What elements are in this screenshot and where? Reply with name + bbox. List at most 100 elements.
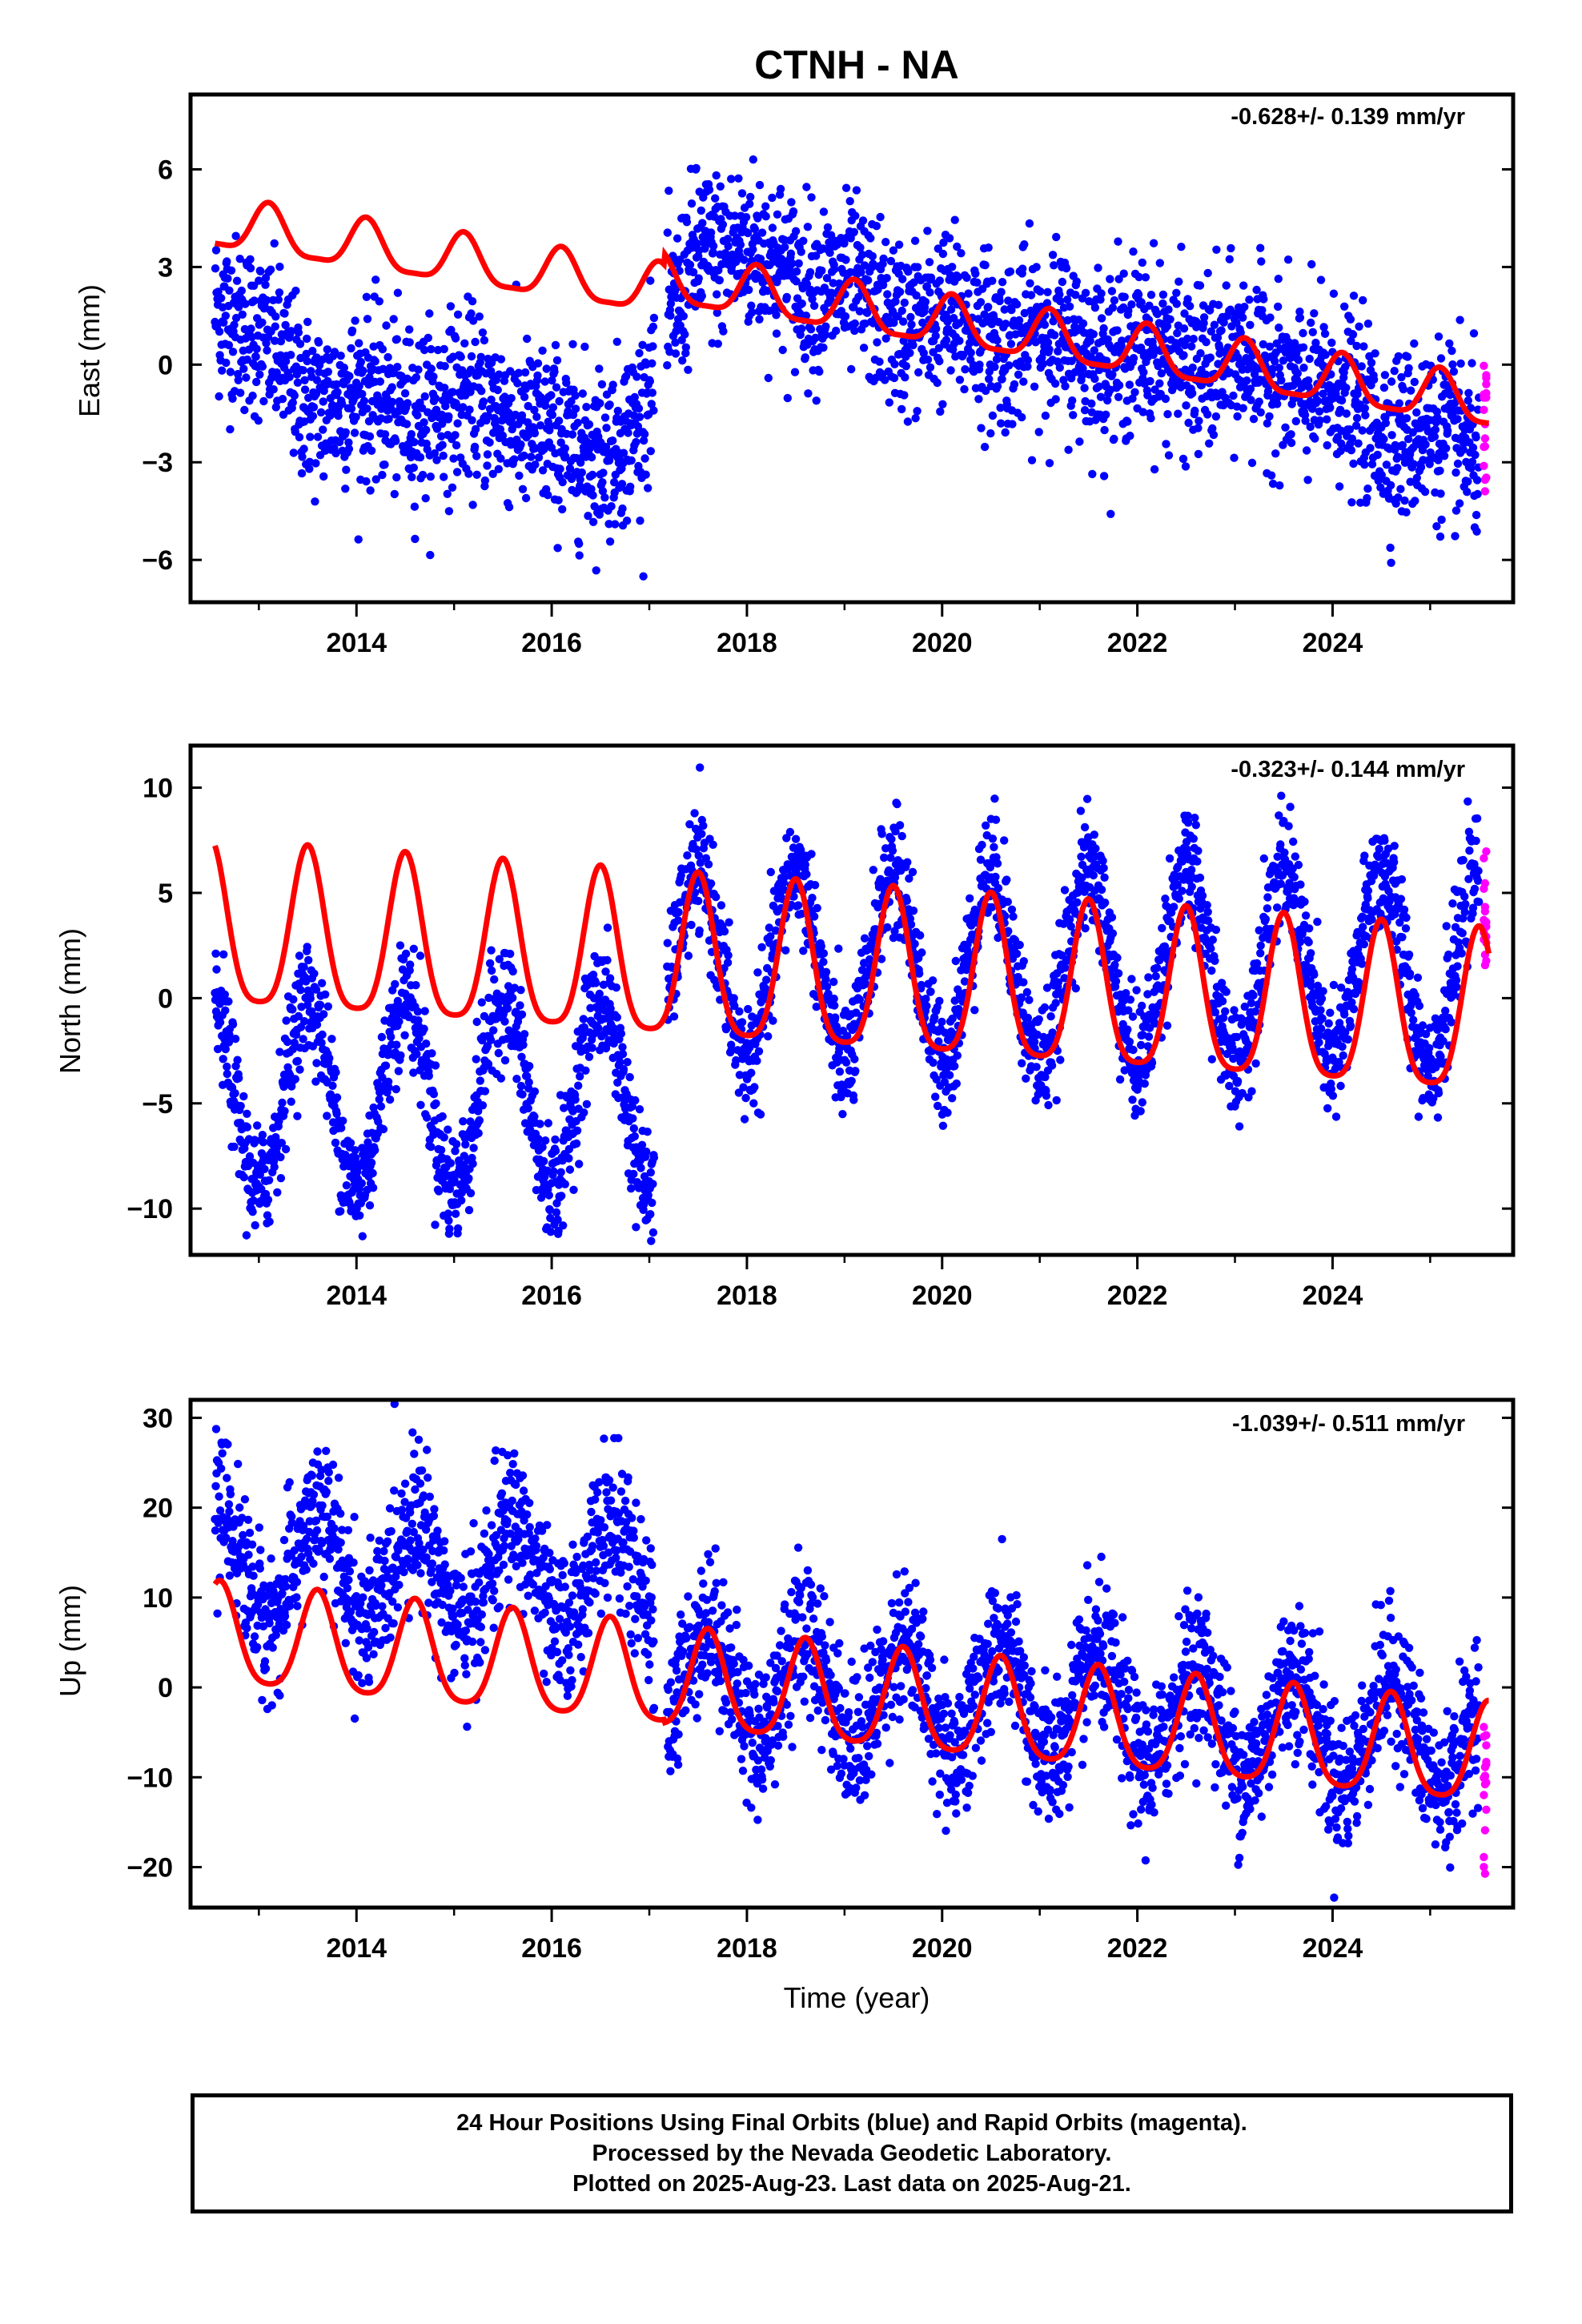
final-orbit-point [761, 212, 770, 221]
final-orbit-point [694, 274, 703, 283]
final-orbit-point [1403, 435, 1413, 444]
final-orbit-point [1193, 318, 1202, 328]
final-orbit-point [466, 365, 476, 374]
final-orbit-point [474, 1107, 483, 1116]
final-orbit-point [821, 322, 830, 331]
final-orbit-point [273, 1188, 282, 1197]
final-orbit-point [1468, 359, 1476, 368]
final-orbit-point [776, 184, 785, 194]
final-orbit-point [830, 1001, 839, 1010]
final-orbit-point [520, 451, 528, 460]
final-orbit-point [971, 269, 980, 278]
final-orbit-point [684, 951, 693, 960]
final-orbit-point [276, 1174, 286, 1183]
final-orbit-point [696, 763, 705, 772]
final-orbit-point [997, 287, 1006, 296]
final-orbit-point [308, 412, 318, 420]
final-orbit-point [646, 276, 655, 285]
final-orbit-point [281, 320, 290, 330]
final-orbit-point [409, 1068, 418, 1077]
final-orbit-point [362, 292, 371, 301]
final-orbit-point [976, 855, 986, 864]
final-orbit-point [1311, 338, 1320, 348]
final-orbit-point [441, 401, 450, 411]
final-orbit-point [1130, 388, 1139, 396]
final-orbit-point [666, 312, 675, 320]
final-orbit-point [1010, 380, 1019, 389]
final-orbit-point [571, 391, 580, 400]
final-orbit-point [880, 853, 889, 862]
final-orbit-point [926, 363, 935, 372]
final-orbit-point [605, 400, 614, 409]
final-orbit-point [309, 403, 319, 412]
final-orbit-point [750, 1083, 759, 1092]
final-orbit-point [339, 364, 348, 372]
final-orbit-point [990, 794, 999, 803]
final-orbit-point [451, 431, 460, 440]
final-orbit-point [554, 416, 564, 425]
final-orbit-point [438, 1112, 447, 1121]
final-orbit-point [1321, 350, 1330, 360]
final-orbit-point [695, 926, 704, 935]
final-orbit-point [1143, 391, 1152, 400]
final-orbit-point [938, 249, 948, 259]
final-orbit-point [856, 243, 865, 252]
final-orbit-point [955, 336, 964, 345]
final-orbit-point [478, 1101, 488, 1110]
final-orbit-point [517, 1052, 526, 1062]
final-orbit-point [671, 338, 680, 347]
final-orbit-point [431, 1220, 440, 1229]
final-orbit-point [351, 316, 359, 325]
final-orbit-point [494, 1048, 503, 1058]
final-orbit-point [1435, 532, 1445, 541]
final-orbit-point [1058, 277, 1067, 287]
final-orbit-point [1087, 399, 1096, 408]
final-orbit-point [221, 1006, 230, 1015]
final-orbit-point [487, 395, 496, 404]
final-orbit-point [849, 227, 859, 236]
final-orbit-point [359, 366, 367, 376]
final-orbit-point [446, 1159, 456, 1168]
final-orbit-point [295, 1065, 304, 1074]
final-orbit-point [291, 1075, 299, 1084]
final-orbit-point [243, 1109, 251, 1119]
final-orbit-point [858, 216, 868, 225]
final-orbit-point [961, 365, 970, 374]
final-orbit-point [1182, 334, 1192, 344]
final-orbit-point [582, 1100, 592, 1109]
final-orbit-point [674, 907, 683, 917]
final-orbit-point [900, 391, 909, 400]
final-orbit-point [600, 413, 610, 422]
final-orbit-point [242, 1231, 251, 1240]
final-orbit-point [1436, 489, 1445, 498]
final-orbit-point [922, 282, 932, 291]
final-orbit-point [1052, 232, 1061, 242]
final-orbit-point [308, 347, 317, 356]
final-orbit-point [567, 397, 576, 406]
final-orbit-point [405, 325, 414, 334]
final-orbit-point [475, 1116, 484, 1125]
final-orbit-point [1256, 408, 1265, 417]
final-orbit-point [883, 923, 892, 932]
final-orbit-point [839, 268, 848, 277]
rapid-orbit-point [1480, 487, 1490, 496]
final-orbit-point [727, 1045, 736, 1055]
final-orbit-point [819, 207, 829, 216]
final-orbit-point [277, 1139, 287, 1148]
final-orbit-point [693, 239, 701, 248]
final-orbit-point [889, 318, 898, 328]
final-orbit-point [1319, 389, 1327, 398]
final-orbit-point [375, 1095, 383, 1104]
final-orbit-point [538, 466, 548, 475]
final-orbit-point [605, 974, 615, 983]
final-orbit-point [648, 342, 657, 351]
final-orbit-point [954, 272, 963, 282]
final-orbit-point [516, 440, 525, 449]
final-orbit-point [690, 888, 700, 897]
final-orbit-point [469, 1144, 478, 1152]
final-orbit-point [480, 336, 489, 345]
final-orbit-point [1004, 927, 1013, 935]
final-orbit-point [697, 292, 706, 300]
final-orbit-point [1146, 291, 1156, 300]
final-orbit-point [1363, 320, 1373, 328]
